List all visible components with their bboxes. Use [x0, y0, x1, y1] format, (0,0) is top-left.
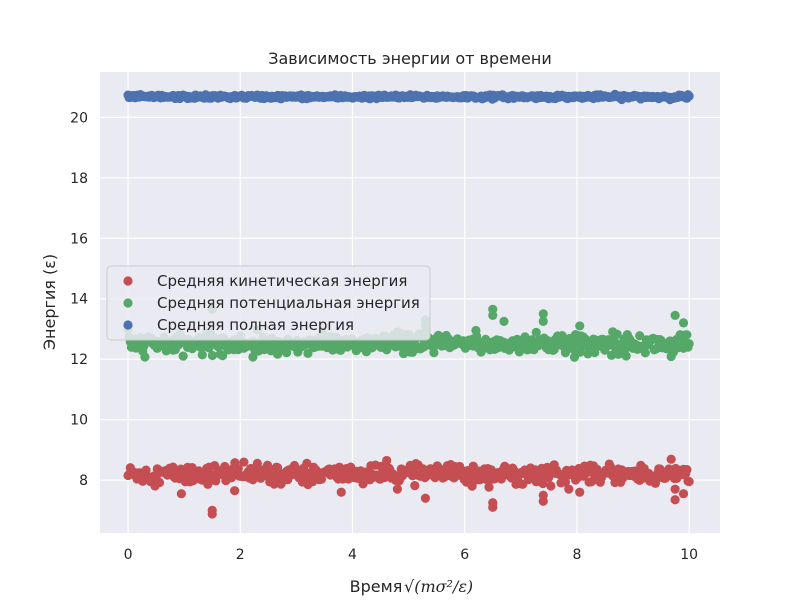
- data-point: [207, 509, 217, 519]
- data-point: [612, 329, 622, 339]
- data-point: [575, 321, 585, 331]
- data-point: [546, 481, 556, 491]
- data-point: [538, 478, 548, 489]
- data-point: [488, 502, 498, 512]
- x-tick-label: 10: [680, 547, 698, 563]
- x-tick-label: 2: [236, 547, 245, 563]
- data-point: [670, 495, 680, 505]
- data-point: [178, 351, 188, 361]
- data-point: [382, 455, 392, 466]
- data-point: [621, 351, 631, 361]
- data-point: [140, 352, 150, 362]
- data-point: [531, 327, 541, 337]
- data-point: [302, 458, 312, 468]
- data-point: [684, 91, 694, 101]
- data-point: [476, 347, 486, 357]
- data-point: [154, 477, 165, 488]
- data-point: [203, 479, 213, 489]
- y-tick-label: 8: [79, 473, 88, 489]
- data-point: [538, 309, 548, 319]
- data-point: [429, 348, 439, 358]
- legend-entry-label: Средняя потенциальная энергия: [157, 294, 420, 312]
- data-point: [239, 457, 249, 467]
- x-axis-unit: √(mσ²/ε): [404, 577, 473, 596]
- data-point: [682, 464, 692, 475]
- y-tick-label: 10: [70, 413, 88, 429]
- data-point: [336, 487, 346, 497]
- data-point: [564, 484, 574, 494]
- data-point: [678, 318, 689, 328]
- data-point: [207, 350, 217, 361]
- data-point: [640, 348, 650, 358]
- legend-marker: [123, 276, 133, 286]
- x-tick-label: 0: [124, 547, 133, 563]
- data-point: [303, 348, 313, 358]
- x-axis-title: Время √(mσ²/ε): [350, 577, 474, 596]
- y-tick-label: 12: [70, 352, 88, 368]
- legend: Средняя кинетическая энергия Средняя поте…: [106, 265, 431, 341]
- data-point: [670, 310, 680, 320]
- data-point: [471, 325, 481, 336]
- chart-title: Зависимость энергии от времени: [268, 49, 552, 68]
- data-point: [217, 350, 228, 361]
- data-point: [666, 454, 676, 464]
- x-tick-label: 6: [460, 547, 469, 563]
- y-tick-label: 18: [70, 171, 88, 187]
- data-point: [197, 350, 207, 360]
- legend-entry-label: Средняя полная энергия: [157, 316, 354, 334]
- tick-labels: 0 2 4 6 8 10 8 10 12 14 16 18 20: [70, 110, 698, 563]
- legend-marker: [123, 298, 133, 308]
- data-point: [620, 344, 630, 354]
- data-point: [230, 486, 240, 496]
- data-point: [176, 489, 186, 499]
- legend-box: [106, 265, 431, 341]
- legend-marker: [123, 320, 133, 330]
- y-tick-label: 20: [70, 110, 88, 126]
- data-point: [650, 478, 661, 488]
- x-axis-label: Время: [350, 577, 403, 596]
- data-point: [467, 481, 477, 491]
- x-tick-label: 4: [348, 547, 357, 563]
- legend-entry-label: Средняя кинетическая энергия: [157, 272, 407, 290]
- y-tick-label: 16: [70, 231, 88, 247]
- y-tick-label: 14: [70, 292, 88, 308]
- data-point: [484, 482, 494, 492]
- data-point: [488, 310, 498, 320]
- series-1: [123, 454, 694, 519]
- x-tick-label: 8: [572, 547, 581, 563]
- data-point: [682, 330, 692, 340]
- data-point: [678, 489, 689, 499]
- data-point: [575, 487, 585, 497]
- data-point: [233, 463, 243, 474]
- data-point: [538, 316, 548, 326]
- data-point: [635, 331, 645, 341]
- data-point: [684, 339, 694, 349]
- data-point: [282, 348, 292, 358]
- data-point: [410, 481, 420, 491]
- y-axis-label: Энергия (ε): [40, 254, 59, 350]
- data-point: [684, 477, 694, 487]
- data-point: [420, 493, 431, 503]
- data-point: [392, 484, 402, 494]
- data-point: [358, 479, 368, 489]
- series-3: [123, 89, 694, 105]
- data-point: [670, 484, 680, 494]
- data-point: [499, 316, 509, 326]
- data-point: [538, 496, 548, 506]
